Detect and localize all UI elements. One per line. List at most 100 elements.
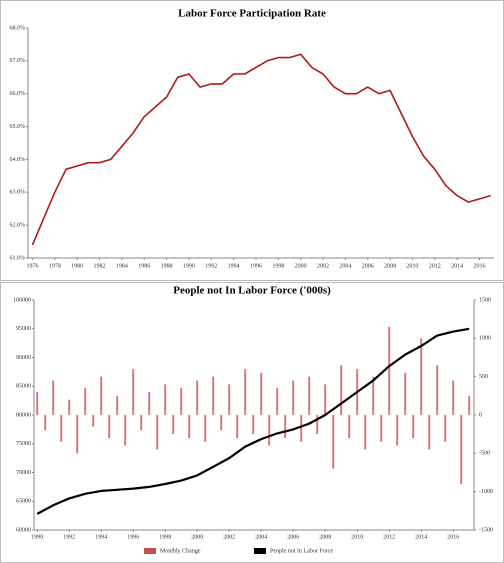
x-tick-label: 1990 <box>31 534 43 540</box>
y-tick-label: 61.0% <box>10 255 26 261</box>
bar <box>244 369 247 415</box>
x-tick-label: 1992 <box>63 534 75 540</box>
x-tick-label: 2000 <box>191 534 203 540</box>
y2-tick-label: 1500 <box>479 297 491 303</box>
x-tick-label: 2004 <box>339 263 351 269</box>
x-tick-label: 1984 <box>116 263 128 269</box>
bar <box>236 415 239 438</box>
y-tick-label: 85000 <box>16 384 31 390</box>
bar <box>156 415 159 450</box>
x-tick-label: 2002 <box>317 263 329 269</box>
legend-swatch <box>254 548 266 554</box>
x-tick-label: 1998 <box>159 534 171 540</box>
x-tick-label: 1996 <box>127 534 139 540</box>
bar <box>340 365 343 415</box>
bar <box>452 380 455 415</box>
bar <box>108 415 111 438</box>
y-tick-label: 100000 <box>13 297 31 303</box>
bar <box>380 415 383 442</box>
bar <box>412 415 415 438</box>
chart-title: People not In Labor Force ('000s) <box>173 285 331 297</box>
x-tick-label: 2006 <box>362 263 374 269</box>
bar <box>468 395 471 415</box>
x-tick-label: 2008 <box>384 263 396 269</box>
bar <box>76 415 79 454</box>
bar <box>44 415 47 431</box>
bar <box>60 415 63 442</box>
x-tick-label: 2012 <box>383 534 395 540</box>
x-tick-label: 1982 <box>94 263 106 269</box>
bar <box>428 415 431 450</box>
bar <box>300 415 303 442</box>
y2-tick-label: -1500 <box>479 527 493 533</box>
y-tick-label: 60000 <box>16 527 31 533</box>
y2-tick-label: 0 <box>479 412 482 418</box>
x-tick-label: 2010 <box>351 534 363 540</box>
x-tick-label: 2010 <box>406 263 418 269</box>
bar <box>260 372 263 415</box>
bar <box>68 399 71 415</box>
bar <box>292 380 295 415</box>
bar <box>124 415 127 446</box>
bar <box>100 376 103 415</box>
bar <box>396 415 399 446</box>
bar <box>364 415 367 450</box>
bar <box>204 415 207 442</box>
legend-swatch <box>144 548 156 554</box>
y-tick-label: 80000 <box>16 412 31 418</box>
bar <box>220 415 223 431</box>
bar <box>164 384 167 415</box>
bar <box>212 376 215 415</box>
bar <box>268 415 271 446</box>
x-tick-label: 1992 <box>205 263 217 269</box>
x-tick-label: 2002 <box>223 534 235 540</box>
y2-tick-label: -500 <box>479 451 490 457</box>
bar <box>348 415 351 438</box>
bar <box>84 388 87 415</box>
bar <box>372 376 375 415</box>
bar <box>316 415 319 435</box>
x-tick-label: 1990 <box>183 263 195 269</box>
bar <box>420 338 423 415</box>
x-tick-label: 2012 <box>429 263 441 269</box>
x-tick-label: 1996 <box>250 263 262 269</box>
bar <box>116 395 119 415</box>
bar <box>436 365 439 415</box>
data-line <box>31 53 491 246</box>
bar <box>324 384 327 415</box>
y2-tick-label: 1000 <box>479 336 491 342</box>
bar <box>180 388 183 415</box>
bar <box>284 415 287 438</box>
bar <box>460 415 463 484</box>
x-tick-label: 1978 <box>49 263 61 269</box>
y-tick-label: 65000 <box>16 499 31 505</box>
chart-title: Labor Force Participation Rate <box>178 8 326 20</box>
y-tick-label: 70000 <box>16 470 31 476</box>
x-tick-label: 2014 <box>451 263 463 269</box>
panel-frame <box>0 0 504 281</box>
x-tick-label: 2008 <box>319 534 331 540</box>
bar <box>388 326 391 415</box>
y-tick-label: 95000 <box>16 326 31 332</box>
y-tick-label: 63.0% <box>10 190 26 196</box>
bar <box>228 384 231 415</box>
bar <box>196 380 199 415</box>
bar <box>308 376 311 415</box>
y-tick-label: 62.0% <box>10 223 26 229</box>
data-line <box>36 327 470 515</box>
bar <box>332 415 335 469</box>
bar <box>92 415 95 427</box>
bar <box>276 388 279 415</box>
y-tick-label: 67.0% <box>10 58 26 64</box>
legend-label: Monthly Change <box>160 548 201 554</box>
x-tick-label: 1976 <box>26 263 38 269</box>
x-tick-label: 1988 <box>161 263 173 269</box>
x-tick-label: 2000 <box>295 263 307 269</box>
y-tick-label: 64.0% <box>10 157 26 163</box>
bar <box>172 415 175 435</box>
bar <box>444 415 447 442</box>
y-tick-label: 68.0% <box>10 25 26 31</box>
x-tick-label: 1980 <box>71 263 83 269</box>
x-tick-label: 2006 <box>287 534 299 540</box>
